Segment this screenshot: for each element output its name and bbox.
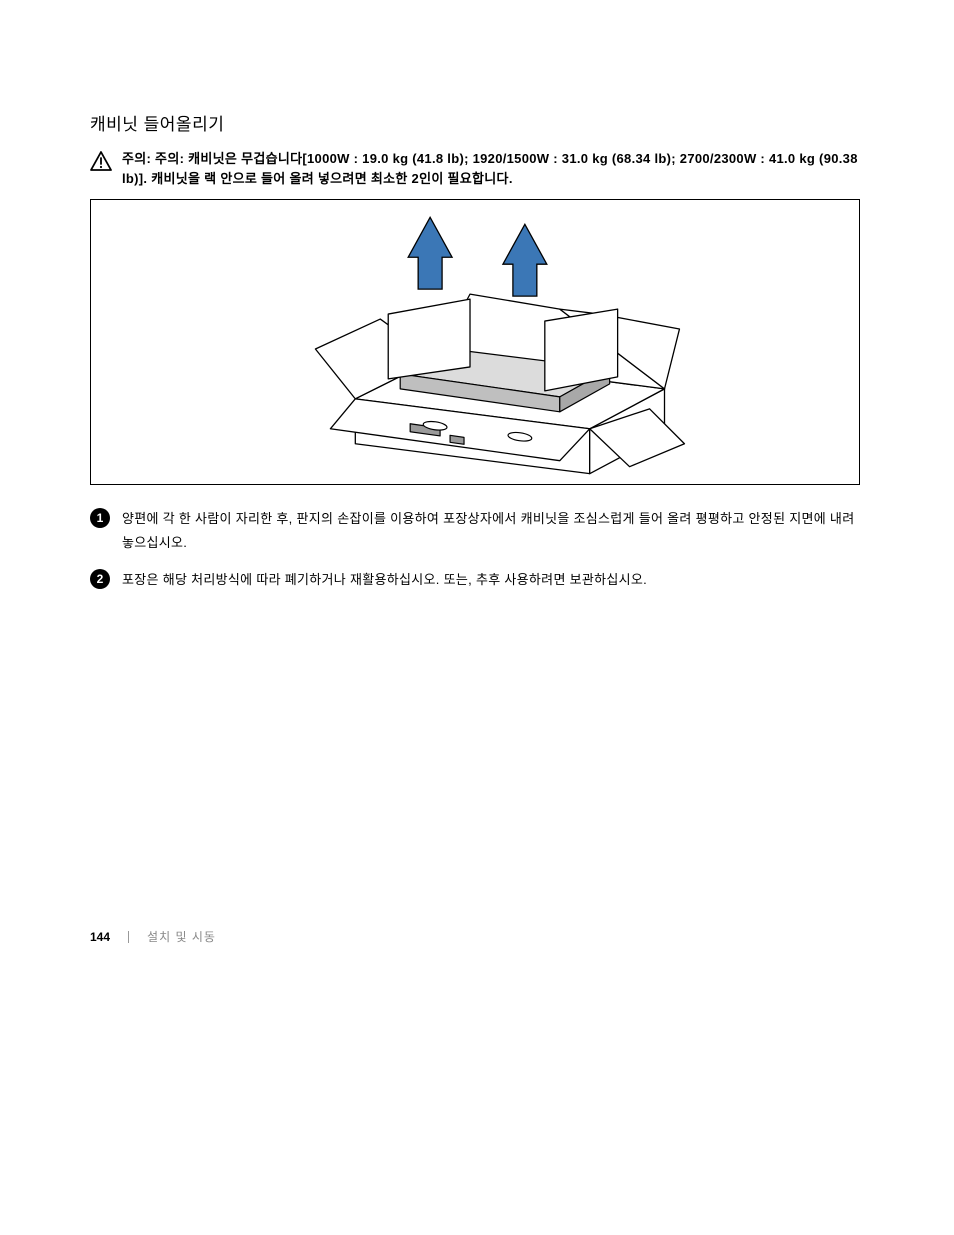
unboxing-figure [90,199,860,485]
caution-label: 주의: 주의: [122,151,184,166]
section-title: 캐비닛 들어올리기 [90,110,864,135]
page-number: 144 [90,930,110,944]
lift-arrow-right-icon [503,225,547,297]
step-item: 2 포장은 해당 처리방식에 따라 폐기하거나 재활용하십시오. 또는, 추후 … [90,568,864,591]
warning-triangle-icon [90,151,112,176]
footer-section-label: 설치 및 시동 [147,928,216,945]
step-text: 양편에 각 한 사람이 자리한 후, 판지의 손잡이를 이용하여 포장상자에서 … [122,507,864,554]
caution-body: 캐비닛은 무겁습니다[1000W : 19.0 kg (41.8 lb); 19… [122,151,858,186]
step-text: 포장은 해당 처리방식에 따라 폐기하거나 재활용하십시오. 또는, 추후 사용… [122,568,647,591]
step-number-badge: 1 [90,508,110,528]
caution-text: 주의: 주의: 캐비닛은 무겁습니다[1000W : 19.0 kg (41.8… [122,149,864,189]
lift-arrow-left-icon [408,218,452,290]
step-number-badge: 2 [90,569,110,589]
caution-block: 주의: 주의: 캐비닛은 무겁습니다[1000W : 19.0 kg (41.8… [90,149,864,189]
page-footer: 144 설치 및 시동 [90,928,216,945]
instruction-steps: 1 양편에 각 한 사람이 자리한 후, 판지의 손잡이를 이용하여 포장상자에… [90,507,864,591]
footer-divider-icon [128,931,129,943]
step-item: 1 양편에 각 한 사람이 자리한 후, 판지의 손잡이를 이용하여 포장상자에… [90,507,864,554]
